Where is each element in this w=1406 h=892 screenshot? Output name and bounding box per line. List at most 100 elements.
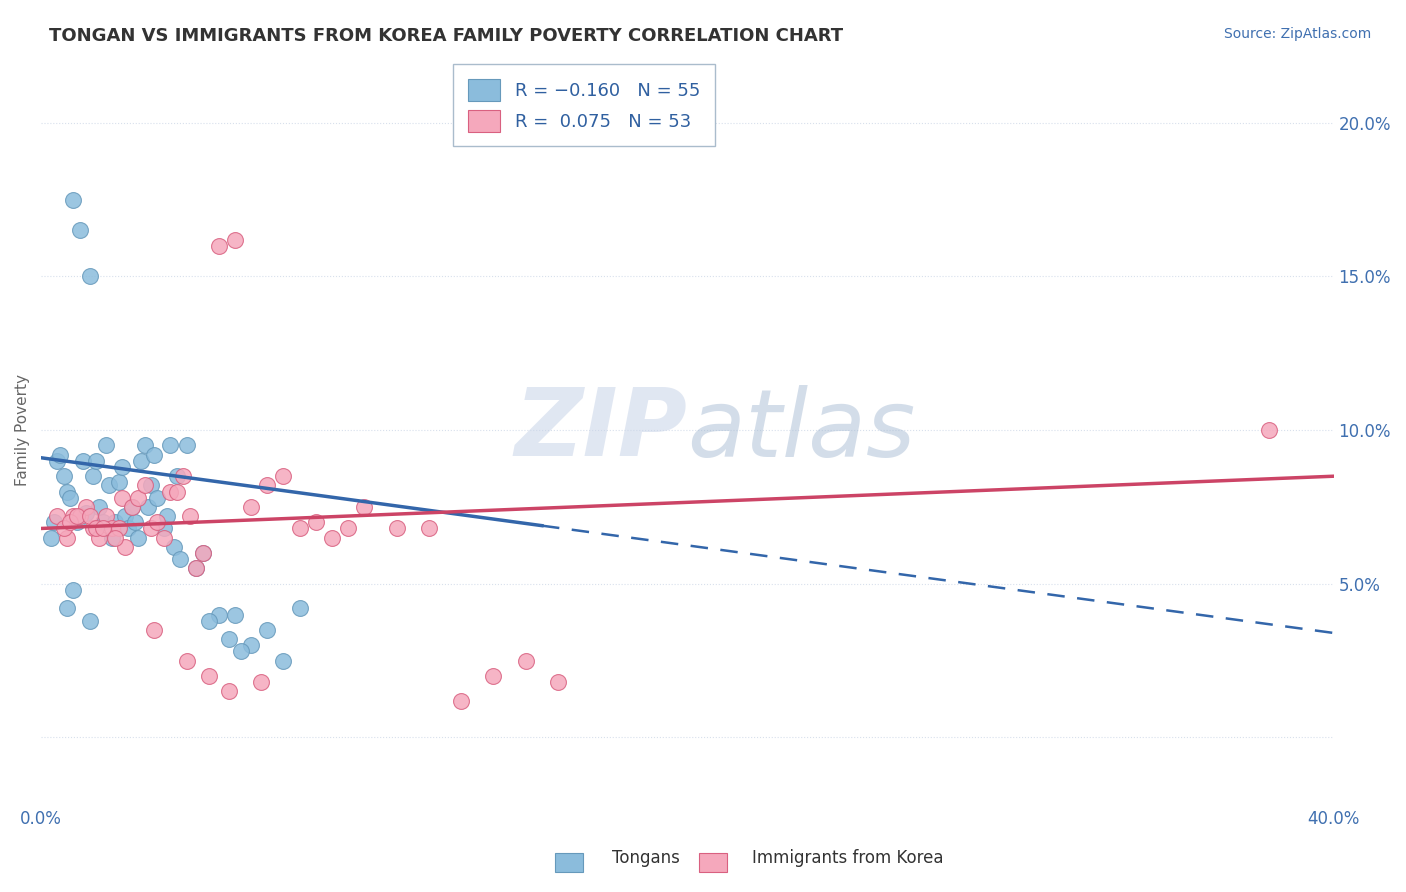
Text: ZIP: ZIP bbox=[515, 384, 688, 476]
Point bbox=[198, 614, 221, 628]
Point bbox=[59, 516, 82, 530]
Point bbox=[75, 506, 97, 520]
Point bbox=[186, 561, 208, 575]
Point bbox=[273, 654, 295, 668]
Point bbox=[250, 675, 273, 690]
Text: Immigrants from Korea: Immigrants from Korea bbox=[752, 849, 943, 867]
Point bbox=[98, 478, 121, 492]
Point bbox=[79, 269, 101, 284]
Point bbox=[1258, 423, 1281, 437]
Point bbox=[143, 448, 166, 462]
Point bbox=[231, 644, 253, 658]
Point bbox=[186, 561, 208, 575]
Point bbox=[104, 516, 127, 530]
Point bbox=[191, 546, 214, 560]
Point bbox=[337, 521, 360, 535]
Point bbox=[111, 460, 134, 475]
Point bbox=[321, 531, 343, 545]
Point bbox=[256, 623, 278, 637]
Point bbox=[91, 521, 114, 535]
Point bbox=[101, 531, 124, 545]
Text: TONGAN VS IMMIGRANTS FROM KOREA FAMILY POVERTY CORRELATION CHART: TONGAN VS IMMIGRANTS FROM KOREA FAMILY P… bbox=[49, 27, 844, 45]
Point bbox=[62, 582, 84, 597]
Point bbox=[208, 607, 231, 622]
Point bbox=[62, 193, 84, 207]
Point bbox=[288, 521, 311, 535]
Point bbox=[482, 669, 505, 683]
Text: Source: ZipAtlas.com: Source: ZipAtlas.com bbox=[1223, 27, 1371, 41]
Point bbox=[66, 516, 89, 530]
Text: atlas: atlas bbox=[688, 384, 915, 475]
Point bbox=[198, 669, 221, 683]
Point bbox=[124, 516, 146, 530]
Point bbox=[107, 475, 129, 490]
Point bbox=[146, 491, 169, 505]
Point bbox=[56, 484, 79, 499]
Point bbox=[79, 614, 101, 628]
Point bbox=[82, 469, 104, 483]
Point bbox=[75, 500, 97, 514]
Point bbox=[72, 454, 94, 468]
Point bbox=[46, 454, 69, 468]
Legend: R = −0.160   N = 55, R =  0.075   N = 53: R = −0.160 N = 55, R = 0.075 N = 53 bbox=[453, 64, 714, 146]
Point bbox=[162, 540, 184, 554]
Point bbox=[172, 469, 194, 483]
Point bbox=[46, 509, 69, 524]
Point bbox=[117, 521, 139, 535]
Point bbox=[56, 601, 79, 615]
Point bbox=[79, 509, 101, 524]
Point bbox=[69, 509, 91, 524]
Point bbox=[240, 638, 263, 652]
Point bbox=[156, 509, 179, 524]
Point bbox=[288, 601, 311, 615]
Point bbox=[121, 500, 143, 514]
Point bbox=[89, 531, 111, 545]
Point bbox=[107, 521, 129, 535]
Point bbox=[42, 516, 65, 530]
Point bbox=[89, 500, 111, 514]
Point bbox=[52, 469, 75, 483]
Point bbox=[159, 438, 181, 452]
Point bbox=[134, 478, 156, 492]
Point bbox=[353, 500, 375, 514]
Point bbox=[218, 684, 240, 698]
Point bbox=[114, 540, 136, 554]
Point bbox=[49, 448, 72, 462]
Y-axis label: Family Poverty: Family Poverty bbox=[15, 374, 30, 486]
Point bbox=[176, 654, 198, 668]
Point bbox=[305, 516, 328, 530]
Point bbox=[139, 478, 162, 492]
Point bbox=[547, 675, 569, 690]
Point bbox=[104, 531, 127, 545]
Point bbox=[240, 500, 263, 514]
Point bbox=[121, 500, 143, 514]
Point bbox=[224, 233, 246, 247]
Point bbox=[56, 531, 79, 545]
Point bbox=[385, 521, 408, 535]
Point bbox=[129, 454, 152, 468]
Point bbox=[166, 484, 188, 499]
Point bbox=[91, 516, 114, 530]
Point bbox=[52, 521, 75, 535]
Text: Tongans: Tongans bbox=[612, 849, 679, 867]
Point bbox=[418, 521, 440, 535]
Point bbox=[159, 484, 181, 499]
Point bbox=[273, 469, 295, 483]
Point bbox=[94, 509, 117, 524]
Point bbox=[136, 500, 159, 514]
Point bbox=[224, 607, 246, 622]
Point bbox=[139, 521, 162, 535]
Point bbox=[62, 509, 84, 524]
Point bbox=[127, 531, 149, 545]
Point bbox=[59, 491, 82, 505]
Point bbox=[66, 509, 89, 524]
Point bbox=[84, 521, 107, 535]
Point bbox=[134, 438, 156, 452]
Point bbox=[176, 438, 198, 452]
Point bbox=[69, 223, 91, 237]
Point bbox=[515, 654, 537, 668]
Point bbox=[208, 238, 231, 252]
Point bbox=[256, 478, 278, 492]
Point bbox=[101, 521, 124, 535]
Point bbox=[450, 693, 472, 707]
